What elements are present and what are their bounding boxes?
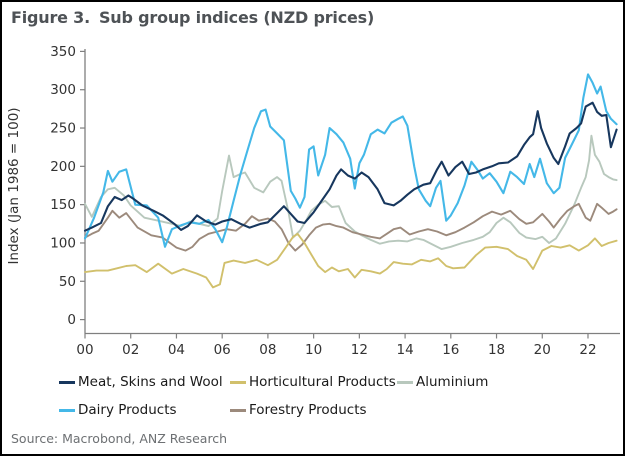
y-tick-label-200: 200 <box>50 159 76 175</box>
source-note: Source: Macrobond, ANZ Research <box>11 431 228 446</box>
legend-item-meat: Meat, Skins and Wool <box>59 374 223 390</box>
legend-label-aluminium: Aluminium <box>416 374 489 390</box>
x-tick-label-06: 06 <box>214 342 231 358</box>
x-tick-label-02: 02 <box>122 342 139 358</box>
legend-label-meat: Meat, Skins and Wool <box>78 374 223 390</box>
x-tick-label-22: 22 <box>579 342 596 358</box>
legend-item-aluminium: Aluminium <box>397 374 488 390</box>
y-tick-label-350: 350 <box>50 44 76 60</box>
y-tick-label-150: 150 <box>50 197 76 213</box>
horticultural-line-swatch-icon <box>230 380 246 384</box>
chart-title-prefix: Figure 3. <box>11 8 90 27</box>
x-tick-label-20: 20 <box>534 342 551 358</box>
x-tick-label-04: 04 <box>168 342 185 358</box>
series-line-meat-skins-and-wool <box>83 101 618 232</box>
chart-title: Figure 3. Sub group indices (NZD prices) <box>11 8 374 27</box>
aluminium-line-swatch-icon <box>397 380 413 384</box>
legend-row-1: Meat, Skins and Wool Horticultural Produ… <box>2 374 623 402</box>
legend-item-forestry: Forestry Products <box>230 402 367 418</box>
x-tick-label-08: 08 <box>259 342 276 358</box>
x-tick-label-16: 16 <box>442 342 459 358</box>
x-tick-label-10: 10 <box>305 342 322 358</box>
meat-line-swatch-icon <box>59 380 75 384</box>
x-tick-label-12: 12 <box>351 342 368 358</box>
y-tick-label-250: 250 <box>50 121 76 137</box>
series-line-forestry-products <box>84 202 618 252</box>
y-tick-label-300: 300 <box>50 82 76 98</box>
legend-item-horticultural: Horticultural Products <box>230 374 396 390</box>
y-tick-label-0: 0 <box>67 312 76 328</box>
legend-item-dairy: Dairy Products <box>59 402 177 418</box>
legend-label-dairy: Dairy Products <box>78 402 177 418</box>
x-tick-label-14: 14 <box>396 342 413 358</box>
x-tick-label-18: 18 <box>488 342 505 358</box>
legend-row-2: Dairy Products Forestry Products <box>2 402 623 430</box>
series-line-dairy-products <box>83 73 618 248</box>
y-axis-label: Index (Jan 1986 = 100) <box>6 107 22 264</box>
legend-label-horticultural: Horticultural Products <box>249 374 396 390</box>
chart-legend: Meat, Skins and Wool Horticultural Produ… <box>2 374 623 430</box>
forestry-line-swatch-icon <box>230 408 246 412</box>
x-tick-label-00: 00 <box>76 342 93 358</box>
chart-title-text: Sub group indices (NZD prices) <box>98 8 375 27</box>
y-tick-label-50: 50 <box>59 274 76 290</box>
dairy-line-swatch-icon <box>59 408 75 412</box>
y-tick-label-100: 100 <box>50 235 76 251</box>
legend-label-forestry: Forestry Products <box>249 402 367 418</box>
series-line-horticultural-products <box>84 232 618 289</box>
